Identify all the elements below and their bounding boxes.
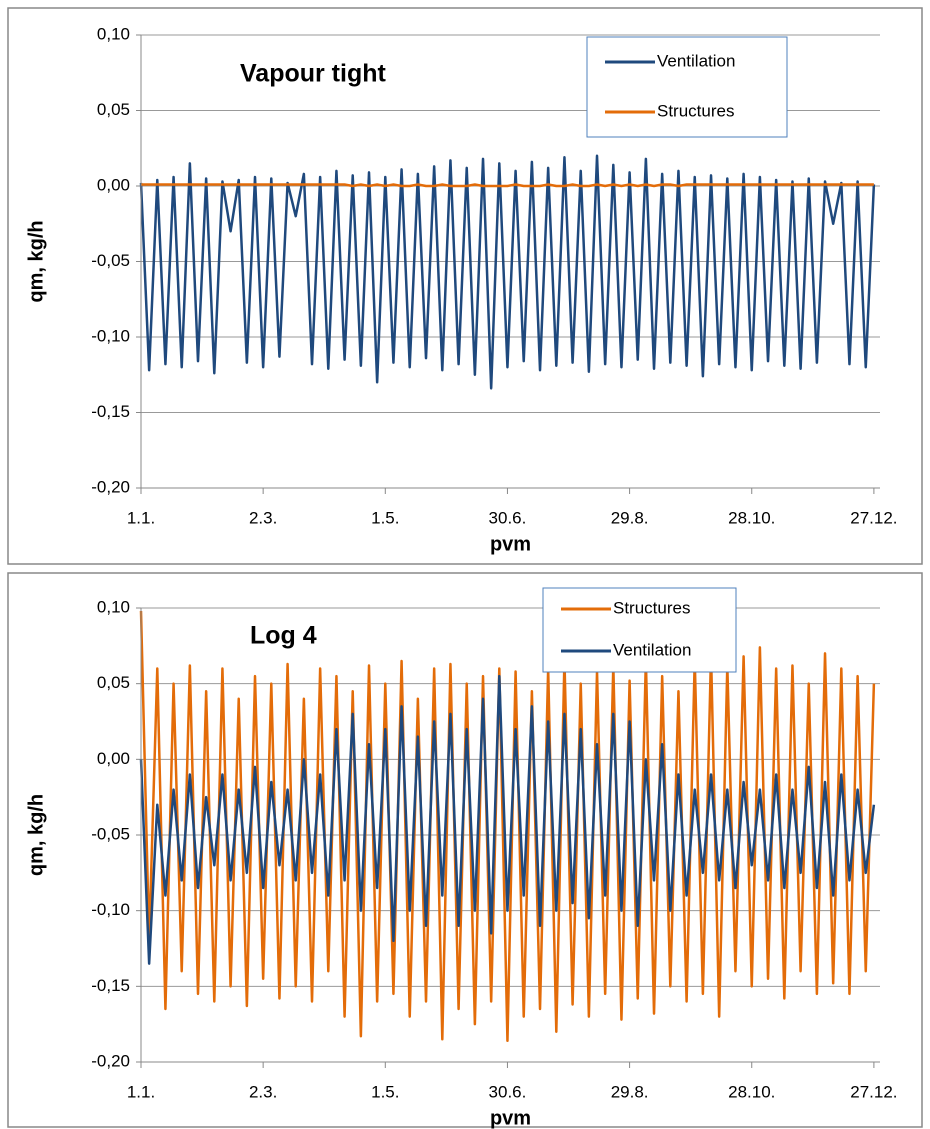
x-tick-label: 1.5.: [371, 508, 399, 527]
legend-label: Structures: [613, 598, 690, 617]
y-tick-label: -0,15: [91, 976, 130, 995]
y-axis-label: qm, kg/h: [25, 220, 47, 302]
y-tick-label: -0,15: [91, 402, 130, 421]
y-tick-label: -0,10: [91, 326, 130, 345]
series-line: [139, 154, 876, 390]
x-tick-label: 2.3.: [249, 1082, 277, 1101]
x-tick-label: 29.8.: [611, 508, 649, 527]
x-tick-label: 1.1.: [127, 1082, 155, 1101]
x-axis-label: pvm: [490, 533, 531, 555]
y-tick-label: 0,10: [97, 24, 130, 43]
x-tick-label: 30.6.: [489, 1082, 527, 1101]
chart-title: Vapour tight: [240, 60, 387, 88]
x-tick-label: 1.5.: [371, 1082, 399, 1101]
y-tick-label: 0,00: [97, 749, 130, 768]
y-tick-label: 0,05: [97, 100, 130, 119]
series-line: [141, 183, 874, 188]
legend-box: [542, 587, 737, 673]
y-tick-label: -0,10: [91, 900, 130, 919]
y-tick-label: 0,10: [97, 597, 130, 616]
chart-title: Log 4: [250, 622, 317, 650]
legend-label: Ventilation: [657, 51, 735, 70]
y-tick-label: -0,05: [91, 251, 130, 270]
x-tick-label: 30.6.: [489, 508, 527, 527]
legend-label: Ventilation: [613, 640, 691, 659]
x-tick-label: 2.3.: [249, 508, 277, 527]
y-axis-label: qm, kg/h: [25, 794, 47, 876]
x-tick-label: 28.10.: [728, 508, 775, 527]
legend-box: [586, 36, 788, 138]
y-tick-label: 0,00: [97, 175, 130, 194]
y-tick-label: -0,20: [91, 477, 130, 496]
x-tick-label: 27.12.: [850, 508, 897, 527]
series-line: [139, 610, 876, 1043]
legend-label: Structures: [657, 101, 734, 120]
x-tick-label: 28.10.: [728, 1082, 775, 1101]
y-tick-label: -0,05: [91, 824, 130, 843]
x-axis-label: pvm: [490, 1107, 531, 1129]
series-line: [139, 674, 876, 965]
x-tick-label: 29.8.: [611, 1082, 649, 1101]
y-tick-label: -0,20: [91, 1051, 130, 1070]
y-tick-label: 0,05: [97, 673, 130, 692]
x-tick-label: 27.12.: [850, 1082, 897, 1101]
x-tick-label: 1.1.: [127, 508, 155, 527]
